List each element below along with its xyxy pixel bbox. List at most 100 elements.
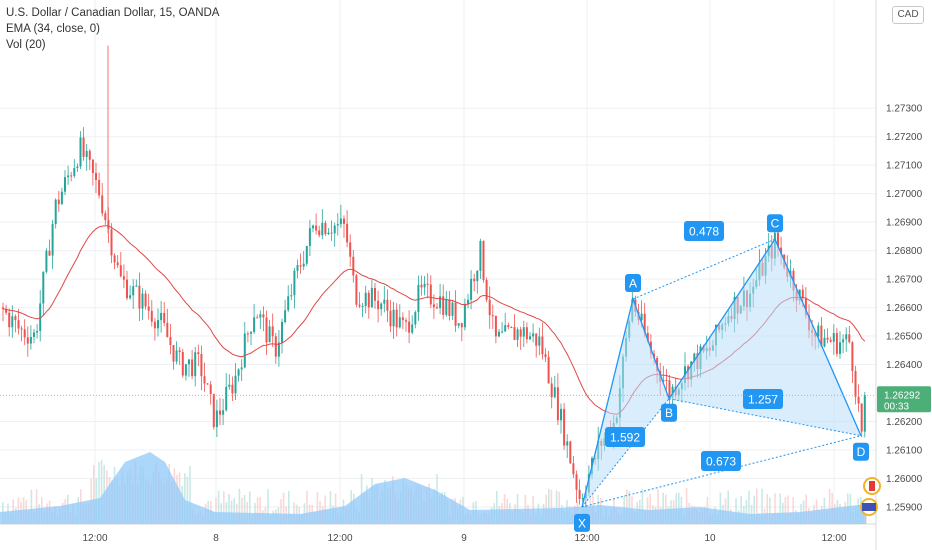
candle-body (79, 137, 82, 167)
candle-body (491, 315, 494, 317)
candle-body (110, 229, 113, 256)
volume-bar (267, 489, 269, 524)
candle-body (333, 225, 336, 234)
candle-body (104, 213, 107, 221)
candle-body (23, 329, 26, 338)
candle-body (646, 332, 649, 342)
candle-body (262, 314, 265, 318)
candle-body (36, 330, 39, 333)
pattern-ratio-line (581, 398, 670, 508)
pattern-point-label: C (771, 217, 780, 231)
candle-body (8, 312, 11, 328)
candle-body (88, 150, 91, 160)
volume-bar (766, 493, 768, 524)
candle-body (842, 339, 845, 343)
currency-badge[interactable]: CAD (892, 6, 924, 24)
candle-body (560, 408, 562, 421)
candle-body (386, 299, 389, 311)
candle-body (132, 286, 135, 296)
candle-body (259, 314, 262, 318)
candle-body (200, 354, 203, 377)
candle-body (467, 299, 469, 304)
candle-body (305, 245, 308, 264)
candle-body (243, 333, 246, 368)
candle-body (408, 321, 411, 333)
volume-bar (719, 492, 722, 524)
candle-body (398, 317, 401, 328)
price-axis: 1.27300 1.27200 1.27100 1.27000 1.26900 1.268… (886, 104, 923, 514)
candle-body (572, 463, 575, 475)
candle-body (184, 364, 187, 376)
volume-indicator-label[interactable]: Vol (20) (6, 39, 46, 51)
candle-body (169, 337, 172, 346)
volume-bar (779, 493, 781, 524)
candle-body (454, 302, 457, 326)
candle-body (364, 292, 367, 306)
candle-body (5, 308, 8, 313)
candle-body (215, 410, 218, 428)
volume-bar (189, 465, 191, 524)
candle-body (14, 316, 17, 321)
candle-body (405, 320, 407, 322)
time-axis: 12:00 8 12:00 9 12:00 10 12:00 (82, 533, 846, 544)
candle-body (175, 350, 178, 362)
candle-body (845, 334, 848, 340)
volume-bar (238, 488, 241, 524)
volume-bar (186, 476, 189, 524)
candle-body (507, 325, 510, 328)
candle-body (482, 241, 485, 280)
symbol-title[interactable]: U.S. Dollar / Canadian Dollar, 15, OANDA (6, 7, 220, 19)
candle-body (296, 265, 299, 271)
candle-body (367, 292, 370, 308)
candle-body (349, 242, 352, 257)
candle-body (436, 307, 438, 309)
candle-body (479, 241, 482, 271)
candle-body (854, 371, 857, 397)
candle-body (417, 284, 420, 313)
candle-body (253, 317, 256, 332)
candle-body (343, 218, 345, 224)
volume-bar (306, 490, 308, 524)
candle-body (352, 256, 355, 276)
volume-bar (761, 488, 763, 524)
candle-body (219, 410, 221, 415)
pattern-point-box (853, 442, 869, 461)
ema-indicator-label[interactable]: EMA (34, close, 0) (6, 23, 100, 35)
candle-body (256, 317, 259, 319)
candle-body (324, 222, 327, 235)
candle-body (476, 270, 479, 282)
candle-body (432, 304, 435, 308)
candle-body (91, 159, 94, 174)
candle-body (640, 313, 643, 321)
candle-body (532, 333, 535, 337)
volume-bar (769, 497, 771, 524)
candle-body (336, 224, 339, 226)
ratio-label: 1.592 (610, 431, 640, 445)
candle-body (448, 299, 451, 316)
candle-body (54, 199, 57, 225)
ratio-box (684, 221, 724, 241)
candle-body (777, 232, 779, 248)
candle-body (225, 386, 228, 411)
candle-body (281, 322, 283, 343)
candle-body (33, 332, 35, 337)
volume-bar (735, 498, 737, 524)
candle-body (429, 284, 432, 305)
volume-bar (548, 488, 550, 524)
pattern-point-label: X (578, 516, 586, 530)
volume-bar (98, 461, 100, 524)
candle-body (801, 289, 804, 299)
volume-bar (748, 490, 750, 524)
pattern-point-x: X (574, 513, 590, 532)
volume-bar (555, 490, 558, 524)
price-tick-label: 1.27300 (886, 104, 923, 115)
price-tick-label: 1.27100 (886, 161, 923, 172)
price-tick-label: 1.27000 (886, 189, 923, 200)
price-tick-label: 1.26800 (886, 246, 923, 257)
candle-body (470, 278, 473, 300)
volume-bar (503, 494, 506, 524)
candle-body (439, 296, 442, 309)
candle-body (544, 354, 547, 358)
